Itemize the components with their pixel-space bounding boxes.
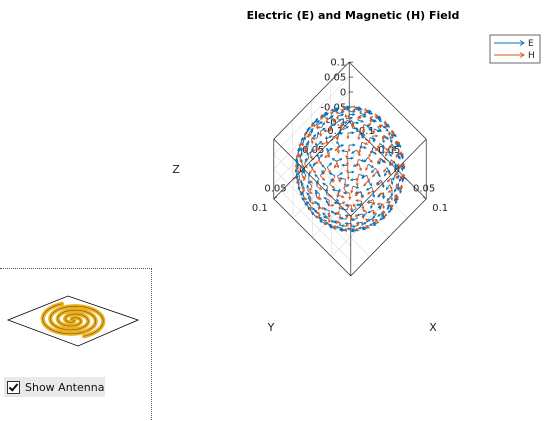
show-antenna-label: Show Antenna — [25, 381, 104, 394]
z-tick-label: 0 — [340, 88, 346, 99]
spiral-arms — [43, 304, 103, 337]
legend-label-e: E — [528, 39, 534, 49]
legend[interactable]: E H — [490, 35, 540, 63]
z-tick-label: 0.05 — [324, 73, 346, 84]
axis-ticks: -0.1-0.0500.050.1-0.1-0.0500.050.1-0.1-0… — [252, 58, 448, 214]
x-tick-label: 0.05 — [413, 184, 435, 195]
spiral-antenna-icon — [0, 269, 152, 421]
show-antenna-checkbox[interactable]: Show Antenna — [4, 377, 105, 397]
y-axis-label: Y — [267, 321, 275, 334]
h-field-arrow-head — [364, 111, 366, 113]
h-field-arrow-head — [374, 113, 376, 115]
checkmark-icon — [9, 381, 19, 391]
checkbox-icon[interactable] — [7, 381, 20, 394]
chart-title: Electric (E) and Magnetic (H) Field — [247, 9, 460, 22]
h-field-arrow-head — [364, 108, 366, 110]
x-tick-label: 0.1 — [432, 203, 448, 214]
x-tick — [346, 120, 349, 122]
y-tick-label: 0.05 — [264, 184, 286, 195]
field-arrows — [295, 105, 405, 232]
y-tick-label: 0.1 — [252, 203, 268, 214]
x-axis-label: X — [429, 321, 437, 334]
z-axis-label: Z — [172, 163, 180, 176]
z-tick-label: 0.1 — [330, 58, 346, 69]
legend-label-h: H — [528, 51, 535, 61]
h-field-arrow-head — [368, 226, 370, 228]
antenna-preview-panel — [0, 268, 152, 420]
axes-edge — [351, 199, 426, 276]
h-field-arrow-head — [375, 116, 377, 118]
